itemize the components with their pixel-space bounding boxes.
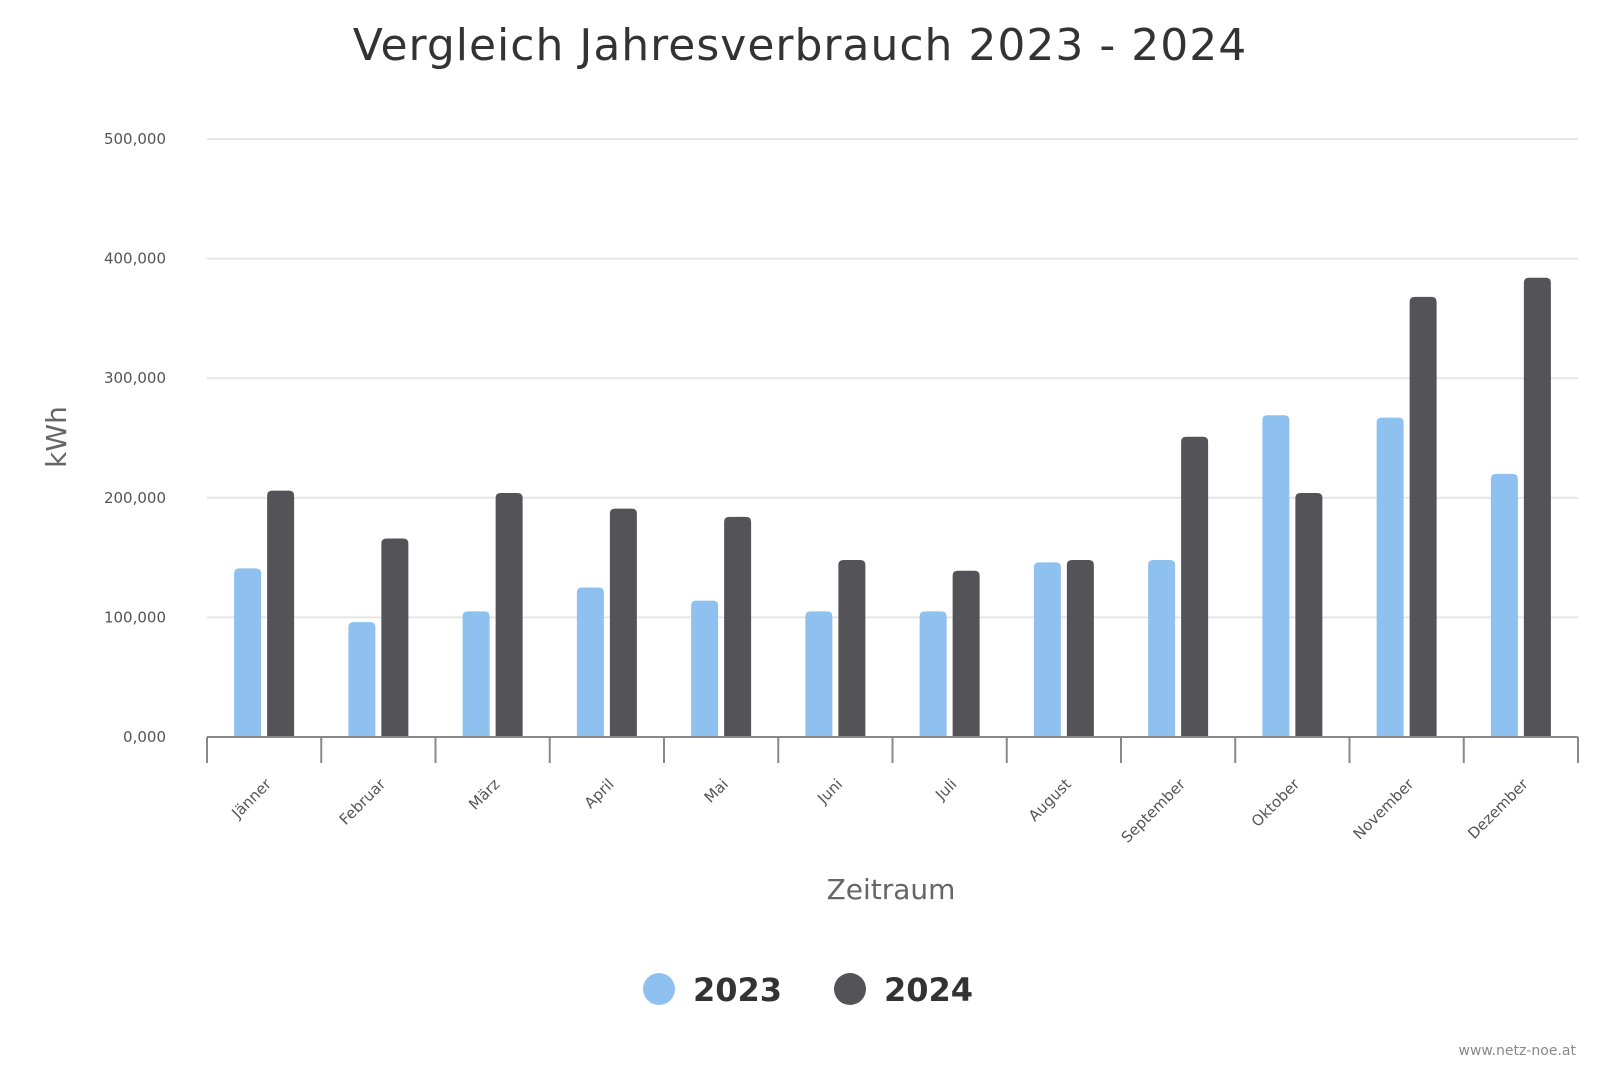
bar-2024-11 <box>1409 296 1437 737</box>
bar-2024-1 <box>267 490 295 737</box>
bar-2023-12 <box>1490 473 1518 737</box>
legend: 2023 2024 <box>643 971 973 1009</box>
x-axis-title: Zeitraum <box>827 873 956 906</box>
y-tick-label: 400,000 <box>104 250 166 268</box>
x-tick-label: November <box>1350 775 1418 843</box>
x-tick-label: August <box>1025 775 1075 825</box>
x-tick-label: Juni <box>813 775 846 808</box>
x-tick-label: Dezember <box>1464 775 1532 843</box>
bar-2024-3 <box>495 493 523 737</box>
x-axis-tick-marks <box>206 737 1579 763</box>
bar-2024-8 <box>1066 559 1094 737</box>
x-tick-label: Mai <box>701 775 732 806</box>
source-credit: www.netz-noe.at <box>1459 1043 1577 1059</box>
x-axis-ticks: Jänner Februar März April Mai Juni Juli August S… <box>228 775 1533 847</box>
y-tick-label: 300,000 <box>104 369 166 387</box>
y-tick-label: 0,000 <box>123 728 166 746</box>
legend-marker-2024 <box>834 973 866 1005</box>
y-tick-label: 100,000 <box>104 608 166 626</box>
bar-2023-4 <box>576 587 604 737</box>
bar-2024-4 <box>609 508 637 737</box>
bar-2023-8 <box>1033 562 1061 737</box>
x-tick-label: März <box>465 775 503 813</box>
bar-2023-10 <box>1262 415 1290 737</box>
bar-2023-5 <box>691 600 719 737</box>
y-axis-ticks: 0,000 100,000 200,000 300,000 400,000 500,000 <box>104 130 166 746</box>
chart-title: Vergleich Jahresverbrauch 2023 - 2024 <box>353 20 1247 71</box>
bar-2024-10 <box>1295 493 1323 737</box>
bar-layer <box>234 277 1551 737</box>
bar-2023-2 <box>348 622 376 737</box>
bar-2024-12 <box>1523 277 1551 737</box>
bar-2024-7 <box>952 570 980 737</box>
legend-label: 2023 <box>693 971 782 1009</box>
y-tick-label: 500,000 <box>104 130 166 148</box>
bar-2024-6 <box>838 559 866 737</box>
x-tick-label: Oktober <box>1248 775 1304 831</box>
legend-marker-2023 <box>643 973 675 1005</box>
bar-2024-5 <box>724 516 752 737</box>
bar-2024-9 <box>1181 436 1209 737</box>
bar-2023-7 <box>919 611 947 737</box>
y-tick-label: 200,000 <box>104 489 166 507</box>
x-tick-label: April <box>581 775 618 812</box>
bar-2023-11 <box>1376 417 1404 737</box>
x-tick-label: Februar <box>336 775 390 829</box>
bar-2023-6 <box>805 611 833 737</box>
legend-label: 2024 <box>884 971 973 1009</box>
x-tick-label: September <box>1118 775 1190 847</box>
bar-2023-1 <box>234 568 262 737</box>
grid-layer <box>207 138 1578 619</box>
bar-2023-3 <box>462 611 490 737</box>
bar-2023-9 <box>1148 559 1176 737</box>
bar-2024-2 <box>381 538 409 737</box>
y-axis-title: kWh <box>40 406 73 468</box>
x-tick-label: Juli <box>931 775 960 804</box>
x-tick-label: Jänner <box>228 775 276 823</box>
